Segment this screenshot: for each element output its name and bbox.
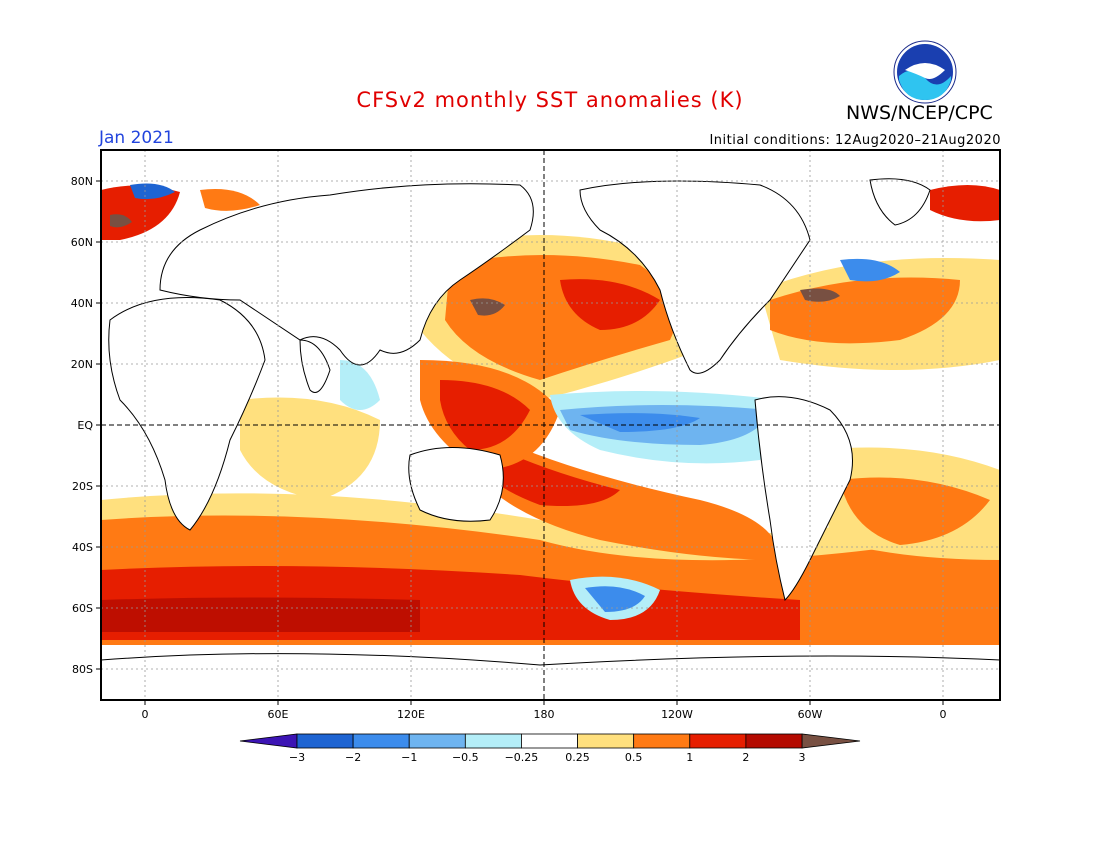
anomaly-field xyxy=(101,150,1000,700)
legend-swatch xyxy=(352,733,410,749)
lon-label: 120E xyxy=(397,708,425,721)
legend-swatch xyxy=(296,733,354,749)
legend-level-label: −0.5 xyxy=(452,751,479,764)
lat-label: 60S xyxy=(72,602,93,615)
land-mask xyxy=(101,178,1000,700)
lat-label: 40S xyxy=(72,541,93,554)
legend-level-label: −2 xyxy=(345,751,361,764)
lat-label: 80N xyxy=(71,175,93,188)
legend-arrow-low xyxy=(239,733,298,749)
lat-label: 20N xyxy=(71,358,93,371)
legend-arrow-high xyxy=(801,733,861,749)
legend-swatch xyxy=(633,733,691,749)
valid-month-label: Jan 2021 xyxy=(99,128,174,148)
legend-level-label: −0.25 xyxy=(505,751,539,764)
legend-level-label: −3 xyxy=(289,751,305,764)
longitude-labels: 0 60E 120E 180 120W 60W 0 xyxy=(142,708,947,721)
legend-level-label: 1 xyxy=(686,751,693,764)
lon-label: 60E xyxy=(268,708,289,721)
lat-label: 20S xyxy=(72,480,93,493)
equator-dateline xyxy=(101,150,1000,700)
lat-label: 40N xyxy=(71,297,93,310)
legend-swatch xyxy=(689,733,747,749)
lon-label: 60W xyxy=(798,708,823,721)
chart-title: CFSv2 monthly SST anomalies (K) xyxy=(356,88,744,112)
lon-label: 0 xyxy=(142,708,149,721)
legend-swatch xyxy=(521,733,578,749)
latitude-labels: 80N 60N 40N 20N EQ 20S 40S 60S 80S xyxy=(71,175,94,676)
legend-level-label: 3 xyxy=(799,751,806,764)
axis-ticks xyxy=(96,180,944,705)
lon-label: 120W xyxy=(661,708,693,721)
legend-swatch xyxy=(408,733,466,749)
lon-label: 0 xyxy=(940,708,947,721)
legend-swatch xyxy=(577,733,635,749)
legend-swatch xyxy=(745,733,803,749)
legend-level-label: 0.25 xyxy=(565,751,590,764)
legend-level-label: −1 xyxy=(401,751,417,764)
noaa-logo-icon xyxy=(893,40,957,104)
initial-conditions-label: Initial conditions: 12Aug2020–21Aug2020 xyxy=(709,133,1001,148)
color-legend: −3 −2 −1 −0.5 −0.25 0.25 0.5 1 2 3 xyxy=(239,733,861,764)
lon-label: 180 xyxy=(534,708,555,721)
lat-label: 60N xyxy=(71,236,93,249)
legend-level-label: 2 xyxy=(742,751,749,764)
lat-label: 80S xyxy=(72,663,93,676)
org-label: NWS/NCEP/CPC xyxy=(846,102,993,124)
legend-swatch xyxy=(464,733,522,749)
legend-level-label: 0.5 xyxy=(625,751,643,764)
lat-label: EQ xyxy=(77,419,93,432)
